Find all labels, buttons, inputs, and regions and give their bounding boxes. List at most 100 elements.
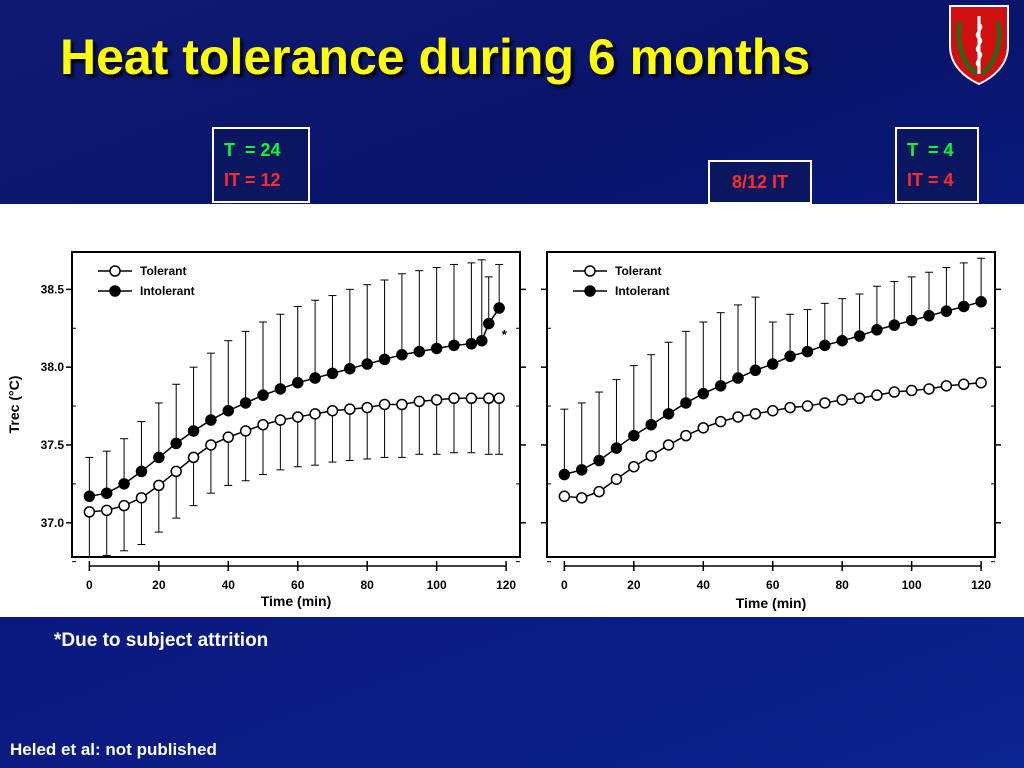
data-point-intolerant xyxy=(836,334,848,347)
data-point-tolerant xyxy=(714,415,727,428)
data-point-tolerant xyxy=(697,422,710,434)
data-point-intolerant xyxy=(430,342,443,355)
data-point-tolerant xyxy=(801,400,814,412)
data-point-tolerant xyxy=(923,383,935,395)
data-point-tolerant xyxy=(575,492,588,504)
data-point-tolerant xyxy=(83,506,96,518)
data-point-tolerant xyxy=(465,392,478,405)
data-point-tolerant xyxy=(482,392,495,405)
tolerant-count-value: = 24 xyxy=(245,140,281,160)
data-point-intolerant xyxy=(170,437,182,450)
data-point-tolerant xyxy=(100,504,113,517)
legend-marker xyxy=(109,285,121,297)
data-point-tolerant xyxy=(888,386,901,398)
data-point-intolerant xyxy=(309,372,321,384)
data-point-tolerant xyxy=(662,439,675,451)
data-point-intolerant xyxy=(291,376,304,389)
tolerant-count-label: T xyxy=(224,140,235,160)
intolerant-count-value: = 4 xyxy=(928,170,954,190)
data-point-tolerant xyxy=(766,404,779,417)
data-point-intolerant xyxy=(940,305,953,317)
data-point-intolerant xyxy=(135,465,148,478)
data-point-intolerant xyxy=(493,302,505,314)
data-point-intolerant xyxy=(396,348,408,361)
data-point-intolerant xyxy=(697,387,710,400)
chart-left: 0 20 40 60 80 100 120 Time (min) 37.0 37.5 38.0 38.… xyxy=(6,251,526,609)
data-point-intolerant xyxy=(222,404,235,417)
x-tick-label: 20 xyxy=(152,578,166,592)
legend-marker xyxy=(109,265,121,277)
data-point-intolerant xyxy=(344,362,356,375)
intolerant-count-label: IT xyxy=(907,170,923,190)
data-point-tolerant xyxy=(558,490,571,503)
data-point-intolerant xyxy=(975,296,987,308)
data-point-tolerant xyxy=(905,384,918,397)
data-point-intolerant xyxy=(610,442,623,454)
data-point-intolerant xyxy=(784,350,796,363)
chart-panel xyxy=(0,204,1024,617)
data-point-tolerant xyxy=(309,408,321,420)
data-point-intolerant xyxy=(239,397,252,409)
data-point-intolerant xyxy=(905,314,918,327)
citation: Heled et al: not published xyxy=(10,740,217,759)
data-point-intolerant xyxy=(274,383,287,395)
data-point-tolerant xyxy=(819,397,831,409)
y-tick-label: 37.0 xyxy=(41,516,65,530)
data-point-tolerant xyxy=(257,418,269,431)
data-point-intolerant xyxy=(819,339,831,352)
data-point-tolerant xyxy=(784,401,796,414)
legend-label-intolerant: Intolerant xyxy=(140,284,195,298)
data-point-intolerant xyxy=(645,418,657,431)
x-tick-label: 40 xyxy=(697,578,711,592)
data-point-tolerant xyxy=(361,401,373,414)
data-point-intolerant xyxy=(205,414,217,426)
left-group-count-box: T = 24 IT = 12 xyxy=(212,127,310,203)
plot-frame xyxy=(546,251,996,558)
data-point-intolerant xyxy=(482,317,495,330)
data-point-tolerant xyxy=(413,395,426,408)
data-point-intolerant xyxy=(361,358,373,370)
data-point-tolerant xyxy=(344,403,356,415)
data-point-intolerant xyxy=(662,408,675,420)
data-point-tolerant xyxy=(593,485,605,498)
data-point-intolerant xyxy=(378,353,391,366)
y-axis-title: Trec (°C) xyxy=(6,376,22,434)
data-point-tolerant xyxy=(680,429,692,442)
x-tick-label: 0 xyxy=(86,578,93,592)
data-point-tolerant xyxy=(448,392,460,405)
data-point-tolerant xyxy=(493,392,505,405)
data-point-intolerant xyxy=(766,358,779,370)
data-point-intolerant xyxy=(749,364,762,377)
data-point-tolerant xyxy=(940,380,953,392)
x-tick-label: 100 xyxy=(902,578,922,592)
data-point-intolerant xyxy=(153,451,165,464)
chart-right: 0 20 40 60 80 100 120 Time (min) Tolerant Intoler… xyxy=(541,251,1001,611)
x-tick-label: 0 xyxy=(561,578,568,592)
data-point-intolerant xyxy=(413,345,426,358)
data-point-intolerant xyxy=(714,380,727,392)
data-point-intolerant xyxy=(732,372,744,384)
attrition-asterisk: * xyxy=(502,327,508,342)
data-point-tolerant xyxy=(645,450,657,462)
data-point-intolerant xyxy=(923,310,935,322)
data-point-tolerant xyxy=(975,376,987,389)
attrition-footnote: *Due to subject attrition xyxy=(54,630,269,651)
legend-marker xyxy=(584,265,596,277)
data-point-intolerant xyxy=(853,330,866,342)
data-point-tolerant xyxy=(205,439,217,451)
plot-frame xyxy=(71,251,521,558)
data-point-intolerant xyxy=(100,487,113,499)
x-tick-label: 60 xyxy=(291,578,305,592)
data-point-intolerant xyxy=(801,345,814,358)
data-point-tolerant xyxy=(291,411,304,423)
x-tick-label: 120 xyxy=(971,578,991,592)
data-point-tolerant xyxy=(326,404,339,417)
data-point-intolerant xyxy=(871,324,883,336)
data-point-intolerant xyxy=(326,367,339,380)
y-tick-label: 37.5 xyxy=(41,438,65,452)
data-point-intolerant xyxy=(83,490,96,503)
data-point-intolerant xyxy=(957,300,970,313)
intolerant-count-label: IT xyxy=(224,170,240,190)
x-tick-label: 80 xyxy=(836,578,850,592)
data-point-tolerant xyxy=(239,425,252,437)
